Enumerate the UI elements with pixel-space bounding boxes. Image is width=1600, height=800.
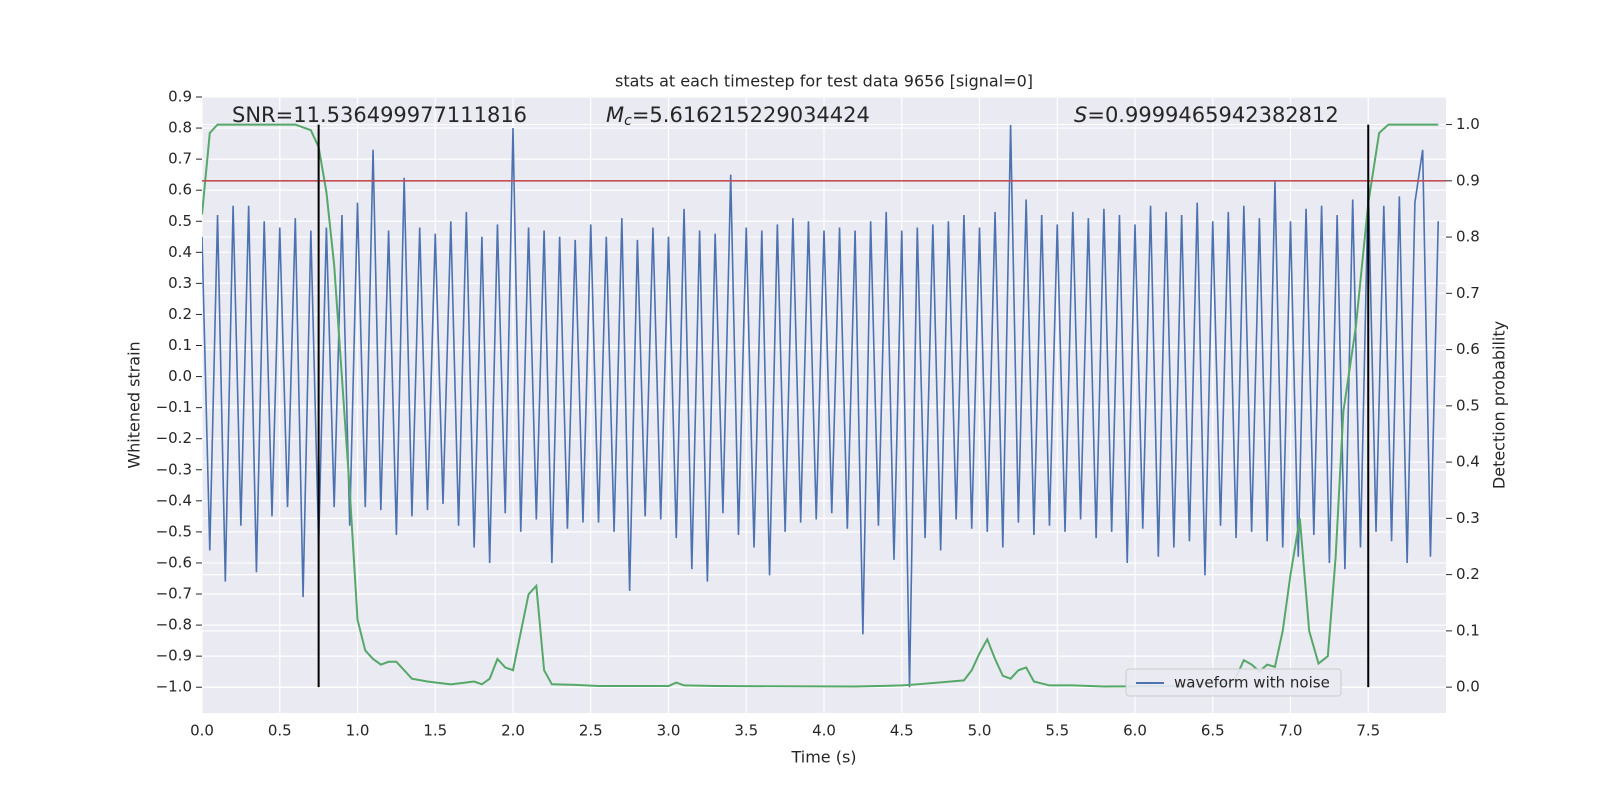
y-tick-label: −0.2	[156, 429, 192, 447]
y2-tick-label: 0.2	[1456, 565, 1480, 583]
x-tick-label: 6.5	[1201, 722, 1225, 740]
y-tick-label: −0.9	[156, 647, 192, 665]
y-tick-label: −0.8	[156, 616, 192, 634]
annotation: S=0.9999465942382812	[1074, 103, 1339, 127]
y2-tick-label: 0.6	[1456, 340, 1480, 358]
y-tick-label: −0.5	[156, 522, 192, 540]
annotation: Mc=5.616215229034424	[606, 103, 870, 129]
y-tick-label: 0.5	[168, 212, 192, 230]
probability-line	[202, 123, 1439, 688]
y2-tick-label: 0.8	[1456, 228, 1480, 246]
x-tick-label: 3.5	[734, 722, 758, 740]
legend: waveform with noise	[1125, 668, 1342, 697]
x-tick-label: 6.0	[1123, 722, 1147, 740]
y-tick-label: 0.2	[168, 305, 192, 323]
x-tick-label: 2.0	[501, 722, 525, 740]
y2-tick-label: 0.5	[1456, 396, 1480, 414]
y2-tick-label: 0.0	[1456, 678, 1480, 696]
x-tick-label: 2.5	[579, 722, 603, 740]
x-tick-label: 0.0	[190, 722, 214, 740]
y2-tick-label: 0.4	[1456, 453, 1480, 471]
y2-tick-label: 0.7	[1456, 284, 1480, 302]
y2-tick-label: 0.1	[1456, 621, 1480, 639]
y2-tick-label: 1.0	[1456, 115, 1480, 133]
y-tick-label: 0.4	[168, 243, 192, 261]
y-tick-label: −0.4	[156, 491, 192, 509]
x-tick-label: 3.0	[657, 722, 681, 740]
x-tick-label: 7.5	[1356, 722, 1380, 740]
y-tick-label: −0.6	[156, 553, 192, 571]
x-axis-label: Time (s)	[790, 748, 856, 767]
x-tick-label: 4.0	[812, 722, 836, 740]
chart-title: stats at each timestep for test data 965…	[615, 72, 1033, 91]
y-tick-label: −0.1	[156, 398, 192, 416]
y2-tick-label: 0.9	[1456, 171, 1480, 189]
x-tick-label: 5.5	[1045, 722, 1069, 740]
x-tick-label: 1.5	[423, 722, 447, 740]
x-tick-label: 0.5	[268, 722, 292, 740]
y-tick-label: 0.8	[168, 119, 192, 137]
x-tick-label: 4.5	[890, 722, 914, 740]
x-tick-label: 7.0	[1279, 722, 1303, 740]
y-tick-label: −0.3	[156, 460, 192, 478]
annotation-symbol: M	[606, 103, 624, 127]
y2-tick-label: 0.3	[1456, 509, 1480, 527]
y-tick-label: 0.0	[168, 367, 192, 385]
annotation-text: SNR=11.536499977111816	[232, 103, 527, 127]
y-tick-label: −0.7	[156, 585, 192, 603]
annotation-subscript: c	[624, 113, 632, 129]
annotation-text: =5.616215229034424	[632, 103, 870, 127]
y-tick-label: 0.3	[168, 274, 192, 292]
annotation-text: =0.9999465942382812	[1087, 103, 1338, 127]
annotation-symbol: S	[1074, 103, 1087, 127]
x-tick-label: 5.0	[968, 722, 992, 740]
plot-layer	[202, 123, 1446, 688]
legend-box	[1125, 668, 1342, 697]
annotation: SNR=11.536499977111816	[232, 103, 527, 127]
x-tick-label: 1.0	[346, 722, 370, 740]
y-tick-label: −1.0	[156, 678, 192, 696]
y-tick-label: 0.1	[168, 336, 192, 354]
legend-label: waveform with noise	[1174, 674, 1330, 692]
y-tick-label: 0.9	[168, 88, 192, 106]
y-tick-label: 0.7	[168, 150, 192, 168]
y-axis-label: Whitened strain	[125, 341, 144, 468]
y-tick-label: 0.6	[168, 181, 192, 199]
waveform-line	[202, 124, 1440, 688]
y2-axis-label: Detection probability	[1490, 321, 1509, 489]
